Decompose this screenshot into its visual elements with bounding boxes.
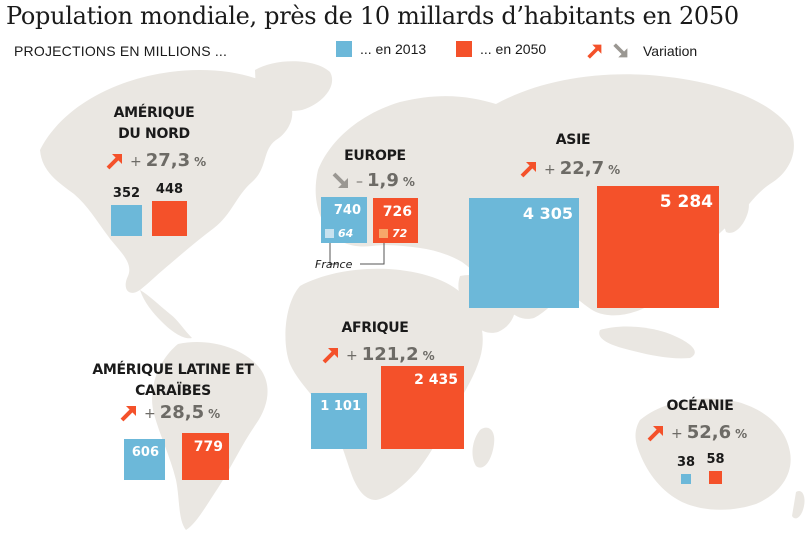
value-label-2050-afrique: 2 435 — [414, 372, 458, 388]
arrow-down-icon — [332, 172, 348, 188]
value-label-2013-oceanie: 38 — [676, 455, 696, 470]
france-leader-2050 — [360, 238, 385, 265]
region-name-oceanie: OCÉANIE — [666, 398, 734, 414]
variation-percent-sign: % — [208, 407, 221, 421]
square-2013-france — [325, 229, 334, 238]
square-2050-asie — [597, 186, 719, 308]
variation-sign: + — [671, 426, 683, 442]
arrow-up-icon — [520, 162, 536, 178]
legend-label-2013: ... en 2013 — [360, 41, 427, 57]
legend-variation: Variation — [585, 41, 697, 61]
chart-subtitle: PROJECTIONS EN MILLIONS ... — [14, 43, 228, 59]
value-label-2013-europe: 740 — [333, 203, 361, 218]
region-name-amerique-latine: AMÉRIQUE LATINE ET CARAÏBES — [92, 362, 254, 399]
variation-percent-sign: % — [735, 427, 748, 441]
variation-sign: + — [130, 154, 142, 170]
square-2013-oceanie — [681, 474, 691, 484]
variation-percent-sign: % — [402, 175, 415, 189]
variation-value: 28,5 — [159, 402, 205, 423]
value-label-2050-asie: 5 284 — [659, 192, 713, 212]
legend-label-2050: ... en 2050 — [480, 41, 547, 57]
value-label-2050-europe: 726 — [382, 204, 412, 220]
map-australia — [635, 398, 791, 510]
france-leader-2013 — [329, 238, 338, 265]
region-variation-amerique-latine: + 28,5 % — [118, 402, 220, 424]
value-label-2050-amerique-du-nord: 448 — [155, 182, 184, 197]
map-greenland — [255, 61, 333, 111]
region-name-asie: ASIE — [555, 132, 591, 148]
variation-percent-sign: % — [422, 349, 435, 363]
variation-sign: + — [144, 406, 156, 422]
variation-sign: + — [346, 348, 358, 364]
arrow-up-icon — [587, 44, 602, 59]
variation-sign: – — [356, 174, 363, 190]
legend-swatch-2013 — [336, 41, 352, 57]
arrow-down-icon — [613, 43, 628, 58]
legend-swatch-2050 — [456, 41, 472, 57]
variation-percent-sign: % — [194, 155, 207, 169]
variation-value: 27,3 — [145, 150, 191, 171]
arrow-up-icon — [322, 348, 338, 364]
region-name-europe: EUROPE — [344, 148, 406, 164]
square-2050-amerique-du-nord — [152, 201, 187, 236]
map-japan — [724, 193, 749, 233]
value-label-2013-asie: 4 305 — [522, 204, 573, 223]
region-variation-amerique-du-nord: + 27,3 % — [104, 150, 206, 172]
region-name-afrique: AFRIQUE — [341, 320, 409, 336]
variation-value: 121,2 — [361, 344, 419, 365]
region-variation-oceanie: + 52,6 % — [645, 422, 747, 444]
arrow-up-icon — [120, 406, 136, 422]
region-variation-europe: – 1,9 % — [330, 170, 415, 192]
value-label-2013-france: 64 — [338, 227, 354, 240]
value-label-2013-afrique: 1 101 — [320, 399, 361, 414]
map-indonesia — [599, 326, 695, 359]
square-2050-france — [379, 229, 388, 238]
map-north-america — [40, 70, 293, 293]
square-2013-asie — [469, 198, 579, 308]
region-name-amerique-du-nord: AMÉRIQUE DU NORD — [113, 105, 195, 142]
value-label-2050-france: 72 — [392, 227, 408, 240]
square-2050-amerique-latine-et-caraibes — [182, 433, 229, 480]
variation-value: 1,9 — [367, 170, 399, 191]
variation-value: 22,7 — [559, 158, 605, 179]
chart-title: Population mondiale, près de 10 millards… — [6, 2, 739, 30]
square-2013-amerique-du-nord — [111, 205, 142, 236]
value-label-2013-amerique-latine-et-caraibes: 606 — [131, 445, 159, 460]
square-2013-amerique-latine-et-caraibes — [124, 439, 165, 480]
square-2050-afrique — [381, 366, 464, 449]
value-label-2050-oceanie: 58 — [706, 452, 725, 467]
map-madagascar — [472, 427, 495, 468]
variation-value: 52,6 — [686, 422, 732, 443]
map-central-america — [140, 290, 192, 339]
legend-2013: ... en 2013 — [336, 41, 426, 57]
square-2050-oceanie — [709, 471, 722, 484]
region-variation-asie: + 22,7 % — [518, 158, 620, 180]
legend-label-variation: Variation — [643, 43, 698, 59]
map-new-zealand — [792, 490, 805, 519]
value-label-2050-amerique-latine-et-caraibes: 779 — [193, 439, 223, 455]
legend-2050: ... en 2050 — [456, 41, 546, 57]
region-variation-afrique: + 121,2 % — [320, 344, 435, 366]
france-label: France — [315, 258, 353, 271]
square-2013-afrique — [311, 393, 367, 449]
value-label-2013-amerique-du-nord: 352 — [112, 186, 141, 201]
arrow-up-icon — [106, 154, 122, 170]
arrow-up-icon — [647, 426, 663, 442]
variation-percent-sign: % — [608, 163, 621, 177]
variation-sign: + — [544, 162, 556, 178]
